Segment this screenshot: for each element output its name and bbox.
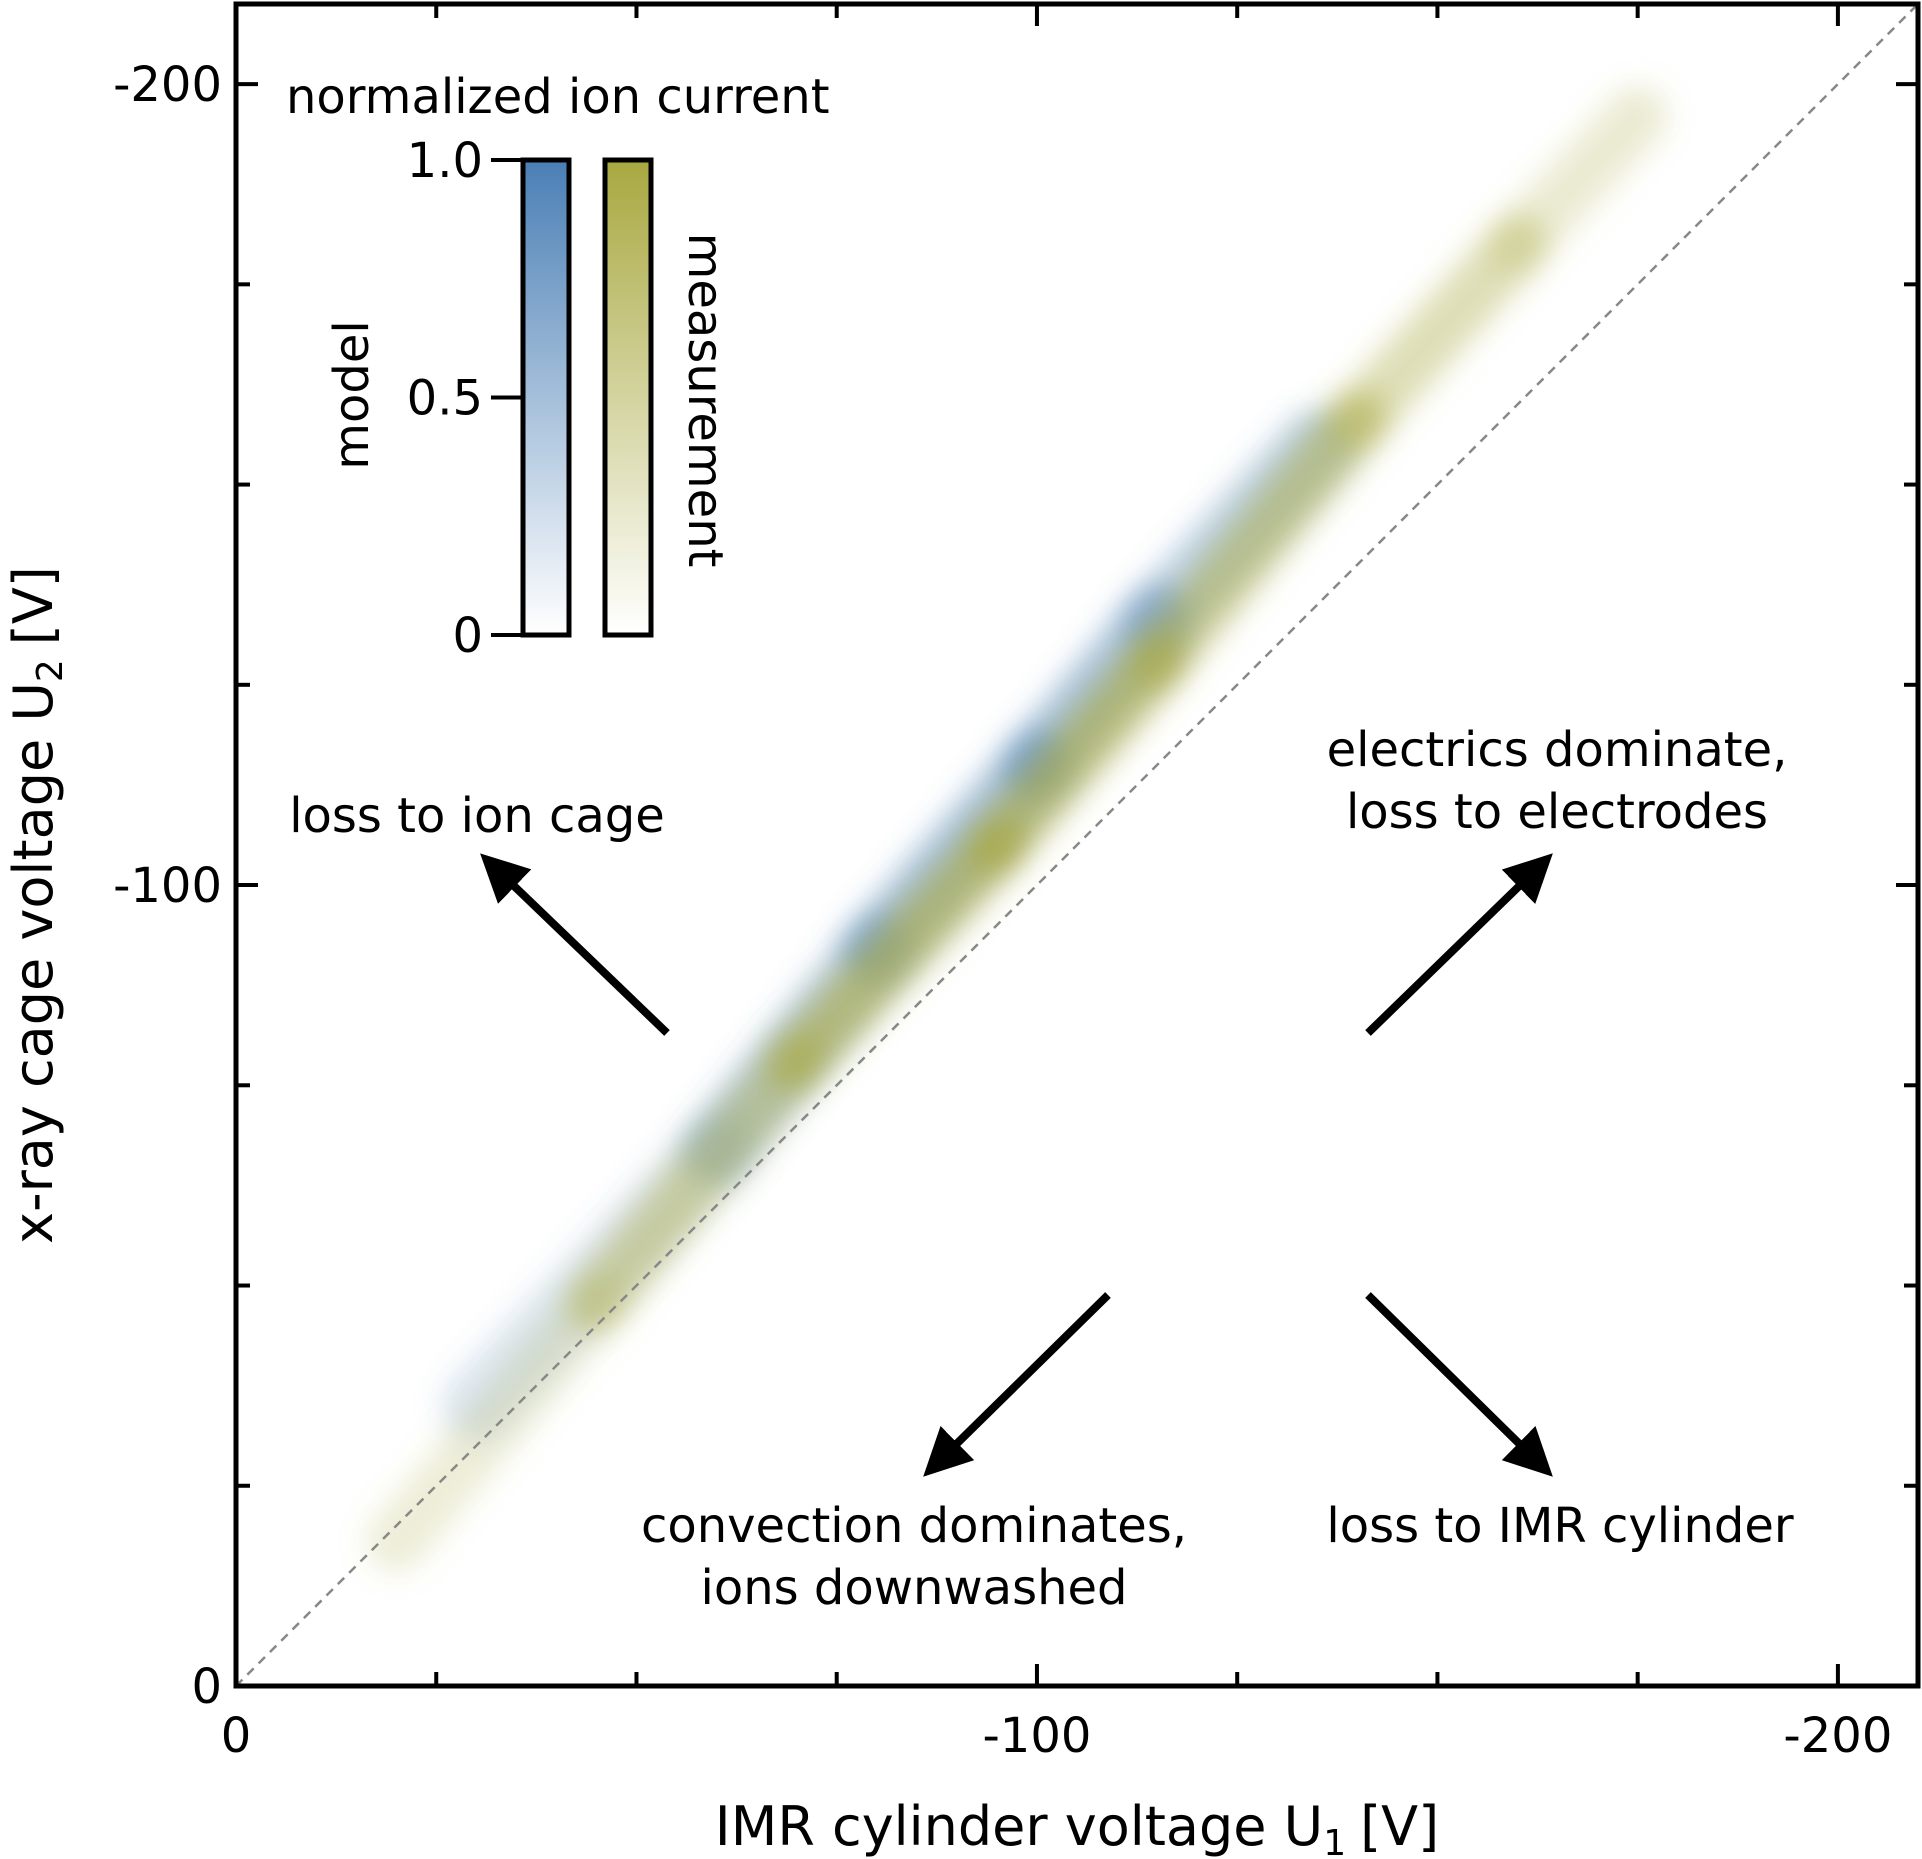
annotation-down-left: convection dominates, ions downwashed: [641, 1498, 1187, 1616]
band-segment-measurement-0: [366, 1271, 627, 1572]
colorbar-label-measurement: measurement: [677, 233, 733, 568]
x-axis-title-subscript: 1: [1323, 1823, 1346, 1859]
annotation-down-right: loss to IMR cylinder: [1326, 1498, 1793, 1554]
x-axis-title-unit: [V]: [1360, 1795, 1439, 1858]
band-segment-measurement-4: [1127, 390, 1388, 691]
y-axis-title-main: x-ray cage voltage U: [2, 682, 65, 1244]
band-segment-measurement-3: [966, 630, 1188, 875]
y-axis-title-subscript: 2: [30, 659, 71, 682]
y-tick-label: -100: [113, 858, 222, 914]
arrow-up-right: [1365, 853, 1553, 1036]
x-tick-label: -200: [1783, 1708, 1892, 1764]
annotation-up-right: electrics dominate, loss to electrodes: [1327, 722, 1788, 840]
band-segment-measurement-5: [1327, 214, 1548, 451]
x-axis-title-main: IMR cylinder voltage U: [715, 1795, 1323, 1858]
ion-current-bands: [366, 86, 1668, 1572]
y-tick-label: 0: [191, 1659, 222, 1715]
y-tick-label: -200: [113, 57, 222, 113]
x-axis-title: IMR cylinder voltage U1 [V]: [715, 1795, 1439, 1859]
arrow-down-left: [923, 1292, 1111, 1477]
arrow-up-left: [480, 853, 670, 1036]
plot-frame: [233, 1, 1921, 1689]
colorbar-tick-label: 1.0: [407, 133, 483, 189]
colorbar-tick-label: 0: [452, 608, 483, 664]
colorbar-tick-label: 0.5: [407, 371, 483, 427]
colorbar-measurement: [602, 157, 654, 638]
band-segment-measurement-6: [1487, 86, 1668, 275]
diagonal-reference-line: [235, 3, 1919, 1687]
arrow-down-right: [1365, 1292, 1553, 1477]
x-tick-label: 0: [221, 1708, 252, 1764]
annotation-up-left: loss to ion cage: [289, 788, 665, 844]
x-tick-label: -100: [982, 1708, 1091, 1764]
axis-ticks: [234, 4, 1918, 1688]
band-segment-measurement-2: [766, 815, 1027, 1092]
colorbar-title: normalized ion current: [286, 69, 830, 125]
axis-tick-labels: 0 -100 -200 0 -100 -200: [113, 57, 1892, 1764]
colorbar-legend: normalized ion current model measurement 0 0…: [286, 69, 830, 664]
band-measurement: [366, 86, 1668, 1572]
annotations: loss to ion cage electrics dominate, loss …: [289, 722, 1794, 1616]
colorbar-label-model: model: [324, 320, 380, 469]
colorbar-model: [520, 157, 572, 638]
y-axis-title-unit: [V]: [2, 566, 65, 645]
band-segment-measurement-1: [566, 1031, 827, 1332]
y-axis-title: x-ray cage voltage U2 [V]: [2, 566, 71, 1244]
